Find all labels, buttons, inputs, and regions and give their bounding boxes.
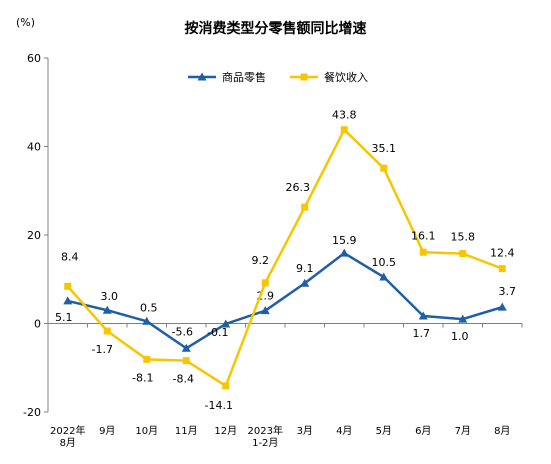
x-tick-label: 8月 <box>494 425 510 437</box>
data-label: 9.1 <box>296 262 314 275</box>
x-tick-label: 4月 <box>336 425 352 437</box>
data-label: 15.9 <box>332 234 357 247</box>
legend-marker <box>300 73 308 81</box>
data-point-marker <box>300 278 310 287</box>
y-tick-label: 40 <box>27 141 41 154</box>
data-label: 9.2 <box>252 254 270 267</box>
data-label: 1.7 <box>413 327 431 340</box>
x-tick-label: 11月 <box>175 425 198 437</box>
data-label: 3.7 <box>499 285 517 298</box>
data-point-marker <box>301 203 309 211</box>
data-point-marker <box>379 272 389 281</box>
data-point-marker <box>339 248 349 257</box>
data-point-marker <box>102 305 112 314</box>
data-point-marker <box>182 357 190 365</box>
x-tick-label: 6月 <box>415 425 431 437</box>
data-point-marker <box>418 311 428 320</box>
data-label: -14.1 <box>205 399 233 412</box>
data-label: 10.5 <box>372 256 397 269</box>
data-label: -8.4 <box>173 373 194 386</box>
y-tick-label: 60 <box>27 52 41 65</box>
legend-label: 商品零售 <box>222 70 266 84</box>
data-label: -8.1 <box>132 371 153 384</box>
x-tick-label: 1-2月 <box>252 437 278 449</box>
data-point-marker <box>64 282 72 290</box>
data-point-marker <box>261 279 269 287</box>
series-line <box>66 128 503 388</box>
data-label: -5.6 <box>172 325 193 338</box>
data-label: 12.4 <box>490 247 515 260</box>
y-axis-unit: (%) <box>16 16 36 29</box>
chart-title: 按消费类型分零售额同比增速 <box>184 21 367 37</box>
data-point-marker <box>340 126 348 134</box>
legend-marker <box>197 72 207 81</box>
data-point-marker <box>181 343 191 352</box>
data-point-marker <box>458 314 468 323</box>
x-tick-label: 2023年 <box>248 424 283 437</box>
data-label: 26.3 <box>286 181 311 194</box>
data-point-marker <box>380 164 388 172</box>
data-label: 1.0 <box>451 330 469 343</box>
data-label: 8.4 <box>61 250 79 263</box>
data-point-marker <box>222 382 230 390</box>
data-point-marker <box>143 355 151 363</box>
data-label: -1.7 <box>92 343 113 356</box>
y-tick-label: 0 <box>34 318 41 331</box>
x-tick-label: 5月 <box>376 425 392 437</box>
series-line <box>67 251 503 350</box>
data-label: 15.8 <box>451 231 476 244</box>
data-label: 35.1 <box>372 142 397 155</box>
x-tick-label: 8月 <box>60 437 76 449</box>
data-label: 5.1 <box>55 311 73 324</box>
x-tick-label: 9月 <box>99 425 115 437</box>
x-tick-label: 10月 <box>135 425 158 437</box>
data-point-marker <box>103 327 111 335</box>
y-tick-label: 20 <box>27 229 41 242</box>
x-tick-label: 7月 <box>455 425 471 437</box>
data-label: 16.1 <box>411 229 436 242</box>
data-label: 3.0 <box>101 290 119 303</box>
data-point-marker <box>498 265 506 273</box>
x-tick-label: 12月 <box>214 425 237 437</box>
data-label: 43.8 <box>332 109 357 122</box>
data-point-marker <box>142 316 152 325</box>
data-point-marker <box>497 302 507 311</box>
data-point-marker <box>260 306 270 315</box>
y-tick-label: -20 <box>23 406 41 419</box>
data-point-marker <box>221 319 231 328</box>
x-tick-label: 3月 <box>297 425 313 437</box>
data-point-marker <box>459 250 467 258</box>
data-point-marker <box>63 296 73 305</box>
data-label: -0.1 <box>207 326 228 339</box>
legend-label: 餐饮收入 <box>324 70 368 84</box>
x-tick-label: 2022年 <box>50 424 85 437</box>
data-point-marker <box>419 248 427 256</box>
data-label: 0.5 <box>140 301 158 314</box>
